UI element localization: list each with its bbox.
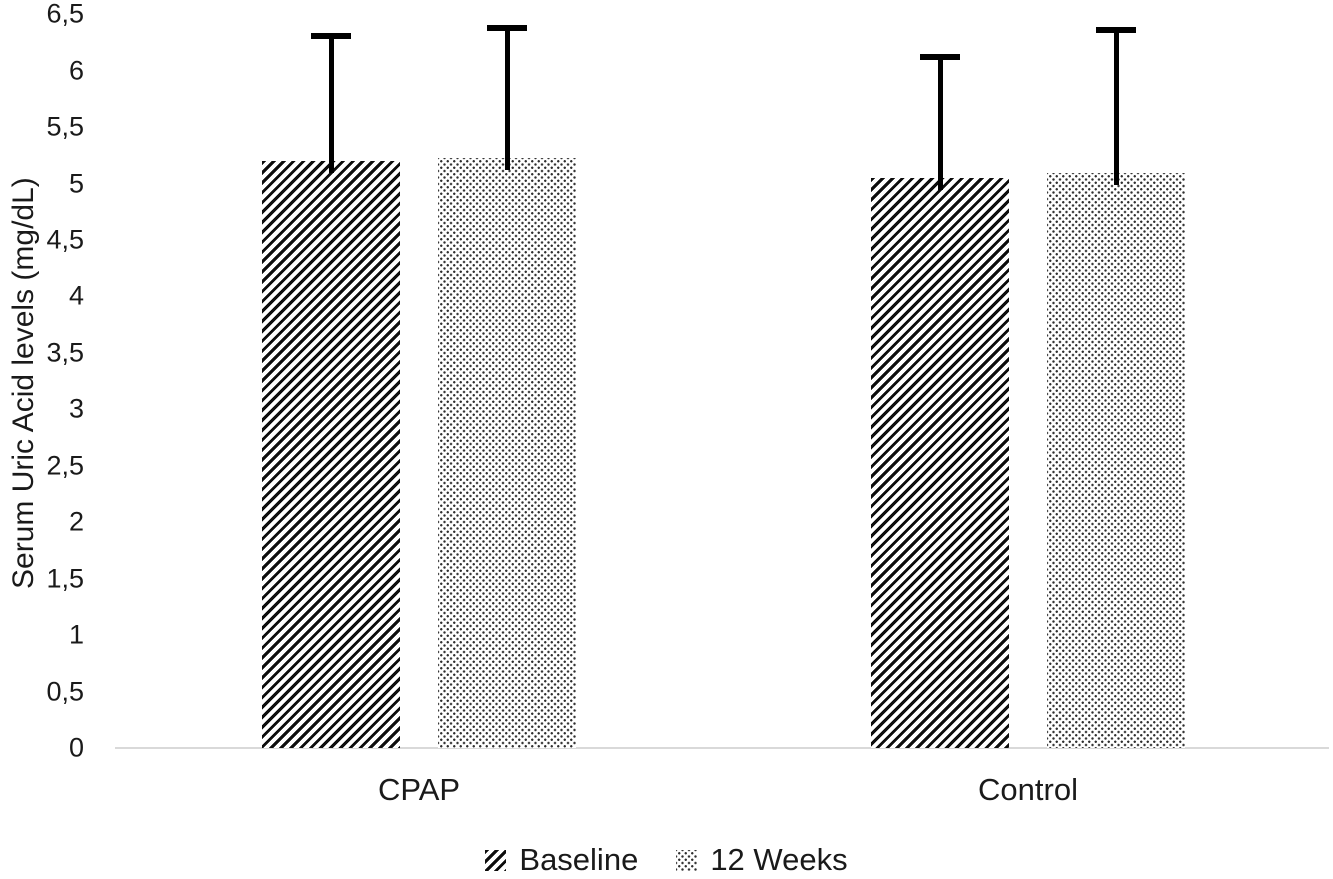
y-tick-label: 0 [68,732,84,763]
y-tick-label: 1,5 [46,563,84,594]
legend: Baseline 12 Weeks [0,842,1333,878]
legend-item-12-weeks: 12 Weeks [676,842,848,878]
y-tick-label: 5,5 [46,111,84,142]
error-bar-cap-cpap-baseline [311,33,351,39]
bar-control-baseline [871,178,1009,748]
y-tick-label: 1 [68,619,84,650]
error-bar-cap-control-12-weeks [1096,27,1136,33]
error-bar-cap-control-baseline [920,54,960,60]
y-tick-label: 2 [68,506,84,537]
y-tick-label: 5 [68,168,84,198]
category-label-cpap: CPAP [377,772,461,807]
legend-label-baseline: Baseline [519,842,639,877]
diagonal-hatch-swatch-icon [485,849,507,871]
error-bar-line-cpap-baseline [328,38,334,173]
y-tick-label: 2,5 [46,450,84,481]
y-tick-label: 6 [68,55,84,86]
y-tick-label: 4 [68,280,84,311]
error-bar-line-control-baseline [937,59,943,190]
y-tick-label: 3 [68,393,84,424]
x-axis-baseline [115,747,1329,749]
bar-cpap-baseline [262,161,400,748]
bar-cpap-12-weeks [438,158,576,748]
dotted-swatch-icon [676,849,698,871]
y-tick-label: 4,5 [46,224,84,255]
error-bar-cap-cpap-12-weeks [487,25,527,31]
error-bar-line-control-12-weeks [1113,32,1119,185]
y-tick-label: 0,5 [46,676,84,707]
legend-item-baseline: Baseline [485,842,638,878]
bar-control-12-weeks [1047,173,1185,748]
category-label-control: Control [978,772,1078,807]
y-tick-label: 6,5 [46,0,84,29]
y-tick-label: 3,5 [46,337,84,368]
legend-label-12-weeks: 12 Weeks [710,842,848,877]
error-bar-line-cpap-12-weeks [504,30,510,170]
